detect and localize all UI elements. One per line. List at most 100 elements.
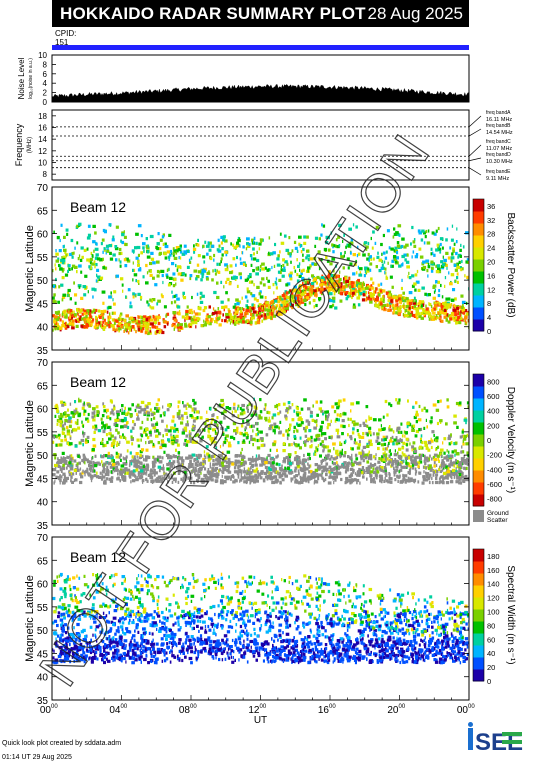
heatmap-cell <box>399 461 404 465</box>
colorbar-label: Backscatter Power (dB) <box>505 212 516 317</box>
heatmap-cell <box>400 245 402 249</box>
heatmap-cell <box>234 303 237 307</box>
heatmap-cell <box>173 256 178 260</box>
heatmap-cell <box>64 461 68 465</box>
heatmap-cell <box>163 450 166 454</box>
heatmap-cell <box>462 245 465 249</box>
heatmap-cell <box>185 309 189 314</box>
heatmap-cell <box>279 270 282 275</box>
heatmap-cell <box>425 472 430 476</box>
heatmap-cell <box>59 478 62 483</box>
heatmap-cell <box>129 472 134 476</box>
heatmap-cell <box>318 473 322 477</box>
heatmap-cell <box>258 454 260 458</box>
heatmap-cell <box>460 477 462 481</box>
heatmap-cell <box>334 402 338 406</box>
heatmap-cell <box>151 469 154 473</box>
heatmap-cell <box>431 476 433 481</box>
heatmap-cell <box>354 438 356 442</box>
heatmap-cell <box>314 244 317 248</box>
heatmap-cell <box>208 241 212 245</box>
heatmap-cell <box>419 456 422 460</box>
heatmap-cell <box>69 402 72 406</box>
heatmap-cell <box>243 314 247 318</box>
heatmap-cell <box>139 295 143 300</box>
heatmap-cell <box>107 473 110 477</box>
heatmap-cell <box>223 410 227 414</box>
heatmap-cell <box>415 413 419 417</box>
heatmap-cell <box>322 449 325 453</box>
heatmap-cell <box>363 287 366 291</box>
heatmap-cell <box>387 308 391 312</box>
heatmap-cell <box>155 471 158 475</box>
heatmap-cell <box>428 464 432 468</box>
heatmap-cell <box>222 238 226 242</box>
heatmap-cell <box>157 232 160 236</box>
heatmap-cell <box>314 262 318 266</box>
heatmap-cell <box>65 466 68 470</box>
heatmap-cell <box>106 465 109 469</box>
heatmap-cell <box>161 330 165 335</box>
heatmap-cell <box>190 472 192 476</box>
heatmap-cell <box>464 467 467 471</box>
heatmap-cell <box>159 475 162 479</box>
heatmap-cell <box>445 475 448 479</box>
heatmap-cell <box>126 425 130 430</box>
heatmap-cell <box>396 428 399 432</box>
heatmap-cell <box>427 293 431 297</box>
heatmap-cell <box>275 477 278 481</box>
heatmap-cell <box>431 266 434 270</box>
heatmap-cell <box>463 307 466 311</box>
heatmap-cell <box>104 321 108 326</box>
heatmap-cell <box>422 453 424 458</box>
heatmap-cell <box>233 466 237 470</box>
heatmap-cell <box>155 260 160 264</box>
heatmap-cell <box>449 317 453 321</box>
heatmap-cell <box>383 297 385 302</box>
heatmap-cell <box>69 309 73 313</box>
heatmap-cell <box>408 276 412 280</box>
heatmap-cell <box>384 267 387 271</box>
heatmap-cell <box>157 479 161 483</box>
heatmap-cell <box>159 238 163 242</box>
heatmap-cell <box>437 400 440 404</box>
heatmap-cell <box>369 255 372 259</box>
heatmap-cell <box>127 323 131 327</box>
heatmap-cell <box>332 245 334 249</box>
heatmap-cell <box>240 474 242 478</box>
heatmap-cell <box>409 313 412 317</box>
heatmap-cell <box>167 429 172 433</box>
heatmap-cell <box>410 310 414 314</box>
heatmap-cell <box>435 473 439 477</box>
heatmap-cell <box>193 410 196 414</box>
heatmap-cell <box>242 454 245 458</box>
heatmap-cell <box>383 453 388 457</box>
colorbar-segment <box>473 223 484 236</box>
heatmap-cell <box>288 298 292 302</box>
heatmap-cell <box>250 312 253 317</box>
heatmap-cell <box>395 299 399 303</box>
heatmap-cell <box>192 398 195 403</box>
heatmap-cell <box>96 324 99 328</box>
heatmap-cell <box>285 283 289 287</box>
heatmap-cell <box>327 273 332 277</box>
heatmap-cell <box>157 321 161 326</box>
heatmap-cell <box>366 298 368 302</box>
heatmap-cell <box>214 268 217 272</box>
heatmap-cell <box>107 318 111 323</box>
heatmap-cell <box>206 452 210 456</box>
heatmap-cell <box>250 263 253 267</box>
heatmap-cell <box>103 318 106 322</box>
heatmap-cell <box>94 308 98 313</box>
heatmap-cell <box>69 319 72 323</box>
heatmap-cell <box>382 295 384 299</box>
heatmap-cell <box>384 399 388 404</box>
heatmap-cell <box>261 461 263 465</box>
heatmap-cell <box>175 439 179 443</box>
heatmap-cell <box>248 440 251 444</box>
heatmap-cell <box>327 422 330 427</box>
heatmap-cell <box>412 301 416 305</box>
heatmap-cell <box>348 227 352 231</box>
heatmap-cell <box>97 309 101 313</box>
heatmap-cell <box>181 252 186 256</box>
